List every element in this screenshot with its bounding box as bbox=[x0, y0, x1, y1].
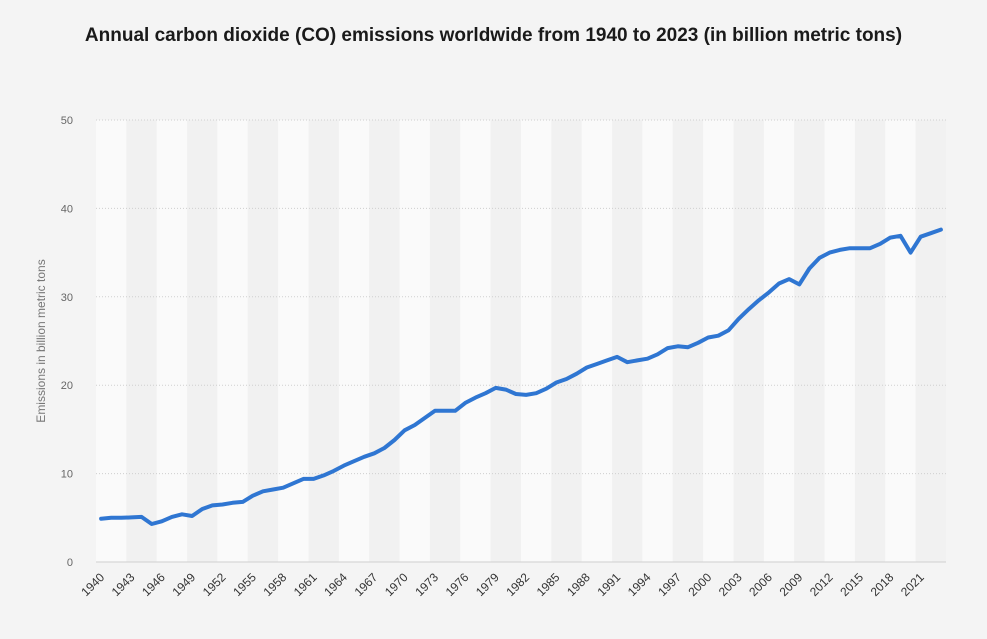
background-band bbox=[733, 120, 764, 562]
x-tick-label: 1946 bbox=[139, 570, 168, 599]
x-tick-label: 1949 bbox=[169, 570, 198, 599]
y-tick-label: 10 bbox=[61, 469, 73, 481]
background-band bbox=[369, 120, 400, 562]
x-tick-label: 2012 bbox=[807, 570, 836, 599]
background-bands bbox=[96, 120, 946, 562]
background-band bbox=[521, 120, 552, 562]
background-band bbox=[278, 120, 309, 562]
background-band bbox=[612, 120, 643, 562]
y-axis-title: Emissions in billion metric tons bbox=[34, 259, 48, 422]
background-band bbox=[156, 120, 188, 562]
background-band bbox=[703, 120, 734, 562]
background-band bbox=[915, 120, 946, 562]
x-tick-label: 1988 bbox=[564, 570, 593, 599]
background-band bbox=[126, 120, 157, 562]
x-tick-label: 2009 bbox=[777, 570, 806, 599]
x-tick-label: 1979 bbox=[473, 570, 502, 599]
background-band bbox=[794, 120, 825, 562]
x-tick-label: 1943 bbox=[109, 570, 138, 599]
background-band bbox=[338, 120, 370, 562]
x-tick-label: 1985 bbox=[534, 570, 563, 599]
y-tick-label: 30 bbox=[61, 292, 73, 304]
x-tick-label: 1967 bbox=[352, 570, 381, 599]
x-tick-label: 1964 bbox=[321, 570, 350, 599]
x-tick-label: 1940 bbox=[78, 570, 107, 599]
background-band bbox=[429, 120, 461, 562]
gridlines bbox=[96, 119, 946, 563]
x-tick-label: 1961 bbox=[291, 570, 320, 599]
x-tick-label: 1958 bbox=[261, 570, 290, 599]
y-tick-label: 40 bbox=[61, 203, 73, 215]
x-tick-label: 1994 bbox=[625, 570, 654, 599]
chart-title: Annual carbon dioxide (CO) emissions wor… bbox=[84, 25, 903, 46]
background-band bbox=[96, 120, 127, 562]
background-band bbox=[490, 120, 521, 562]
background-band bbox=[399, 120, 430, 562]
background-band bbox=[217, 120, 248, 562]
emissions-line bbox=[99, 227, 943, 526]
background-band bbox=[885, 120, 916, 562]
x-tick-label: 1973 bbox=[412, 570, 441, 599]
background-band bbox=[187, 120, 218, 562]
x-tick-label: 2015 bbox=[837, 570, 866, 599]
x-tick-label: 2021 bbox=[898, 570, 927, 599]
x-tick-label: 1955 bbox=[230, 570, 259, 599]
x-tick-label: 1952 bbox=[200, 570, 229, 599]
y-tick-label: 0 bbox=[67, 557, 73, 569]
x-tick-label: 1991 bbox=[594, 570, 623, 599]
background-band bbox=[581, 120, 613, 562]
x-tick-label: 1982 bbox=[503, 570, 532, 599]
series-layer bbox=[99, 227, 943, 526]
x-tick-label: 2003 bbox=[716, 570, 745, 599]
x-axis-ticks: 1940 1943 1946 1949 1952 1955 1958 1961 1964 1967… bbox=[78, 570, 927, 599]
background-band bbox=[642, 120, 673, 562]
background-band bbox=[824, 120, 855, 562]
background-band bbox=[551, 120, 582, 562]
x-tick-label: 2006 bbox=[746, 570, 775, 599]
background-band bbox=[308, 120, 339, 562]
x-tick-label: 1970 bbox=[382, 570, 411, 599]
background-band bbox=[763, 120, 795, 562]
background-band bbox=[854, 120, 886, 562]
background-band bbox=[460, 120, 491, 562]
y-tick-label: 50 bbox=[61, 115, 73, 127]
x-tick-label: 1997 bbox=[655, 570, 684, 599]
y-axis-ticks: 0 10 20 30 40 50 bbox=[61, 115, 73, 569]
y-tick-label: 20 bbox=[61, 380, 73, 392]
x-tick-label: 2018 bbox=[868, 570, 897, 599]
x-tick-label: 2000 bbox=[686, 570, 715, 599]
x-tick-label: 1976 bbox=[443, 570, 472, 599]
